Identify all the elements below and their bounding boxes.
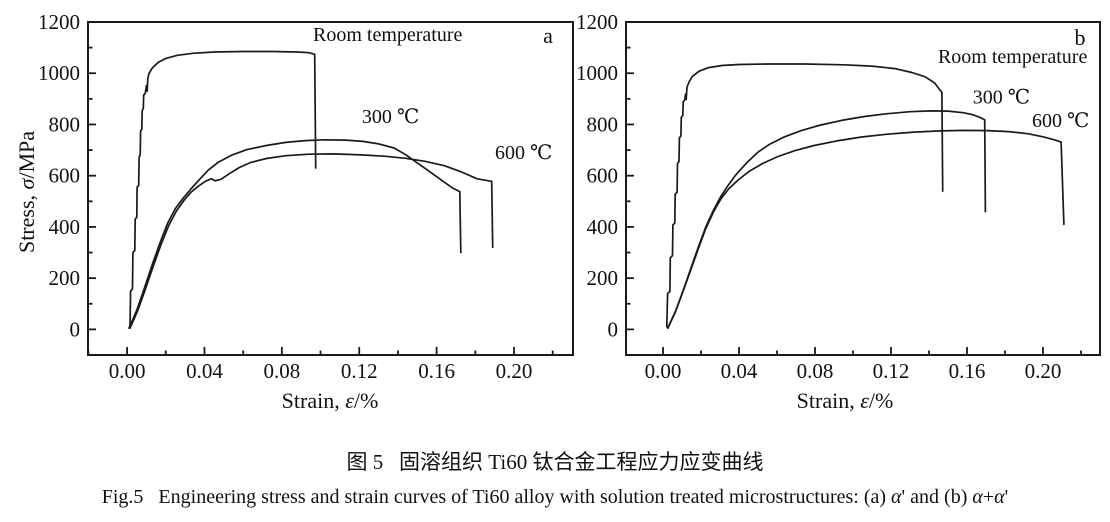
stress-strain-charts: 0.00 0.04 0.08 0.12 0.16 0.20 0 200 400 600 800 100… bbox=[14, 10, 1101, 413]
y-axis-tick-label: 200 bbox=[587, 266, 619, 290]
y-axis-tick-label: 200 bbox=[49, 266, 81, 290]
x-axis-tick-label: 0.20 bbox=[496, 359, 533, 383]
plot-frame bbox=[87, 21, 574, 356]
series-line-600c bbox=[129, 153, 494, 329]
y-axis-tick-label: 400 bbox=[587, 215, 619, 239]
curve-label: Room temperature bbox=[313, 24, 463, 46]
y-axis-tick-label: 1200 bbox=[576, 10, 618, 34]
y-axis-title: Stress, σ/MPa bbox=[14, 131, 39, 253]
series-line-room-temperature bbox=[665, 63, 944, 328]
x-axis-tick-label: 0.00 bbox=[645, 359, 682, 383]
x-axis-tick-label: 0.20 bbox=[1025, 359, 1062, 383]
y-axis-tick-label: 800 bbox=[49, 112, 81, 136]
curve-label: 300 ℃ bbox=[362, 106, 419, 128]
x-axis-tick-label: 0.08 bbox=[797, 359, 834, 383]
x-axis-tick-label: 0.04 bbox=[186, 359, 223, 383]
y-axis-tick-label: 1200 bbox=[38, 10, 80, 34]
x-axis-title: Strain, ε/% bbox=[797, 388, 894, 413]
x-axis-tick-label: 0.12 bbox=[873, 359, 910, 383]
y-axis-tick-label: 0 bbox=[70, 317, 81, 341]
curve-label: 300 ℃ bbox=[973, 87, 1030, 109]
y-axis-tick-label: 400 bbox=[49, 215, 81, 239]
x-axis-tick-label: 0.12 bbox=[341, 359, 378, 383]
panel-label-a: a bbox=[543, 23, 553, 48]
chart-b: 0.00 0.04 0.08 0.12 0.16 0.20 0 200 400 600 800 100… bbox=[576, 10, 1101, 413]
x-axis-title: Strain, ε/% bbox=[282, 388, 379, 413]
series-line-600c bbox=[666, 129, 1065, 329]
chart-a: 0.00 0.04 0.08 0.12 0.16 0.20 0 200 400 600 800 100… bbox=[14, 10, 574, 413]
y-axis-tick-label: 1000 bbox=[576, 61, 618, 85]
y-axis-tick-label: 0 bbox=[608, 317, 619, 341]
x-axis-tick-label: 0.16 bbox=[949, 359, 986, 383]
x-axis-tick-label: 0.04 bbox=[721, 359, 758, 383]
series-line-300c bbox=[128, 138, 462, 329]
curve-label: 600 ℃ bbox=[495, 142, 552, 164]
x-axis-tick-label: 0.16 bbox=[418, 359, 455, 383]
series-line-room-temperature bbox=[129, 50, 317, 328]
y-axis-tick-label: 600 bbox=[587, 164, 619, 188]
curve-label: 600 ℃ bbox=[1032, 110, 1089, 132]
caption-chinese: 图 5 固溶组织 Ti60 钛合金工程应力应变曲线 bbox=[346, 450, 764, 474]
y-axis-tick-label: 800 bbox=[587, 112, 619, 136]
plot-frame bbox=[625, 21, 1101, 356]
x-axis-tick-label: 0.00 bbox=[109, 359, 146, 383]
caption-english: Fig.5 Engineering stress and strain curv… bbox=[101, 486, 1009, 508]
panel-label-b: b bbox=[1075, 25, 1086, 50]
x-axis-tick-label: 0.08 bbox=[263, 359, 300, 383]
y-axis-tick-label: 1000 bbox=[38, 61, 80, 85]
y-axis-tick-label: 600 bbox=[49, 164, 81, 188]
curve-label: Room temperature bbox=[938, 46, 1088, 68]
